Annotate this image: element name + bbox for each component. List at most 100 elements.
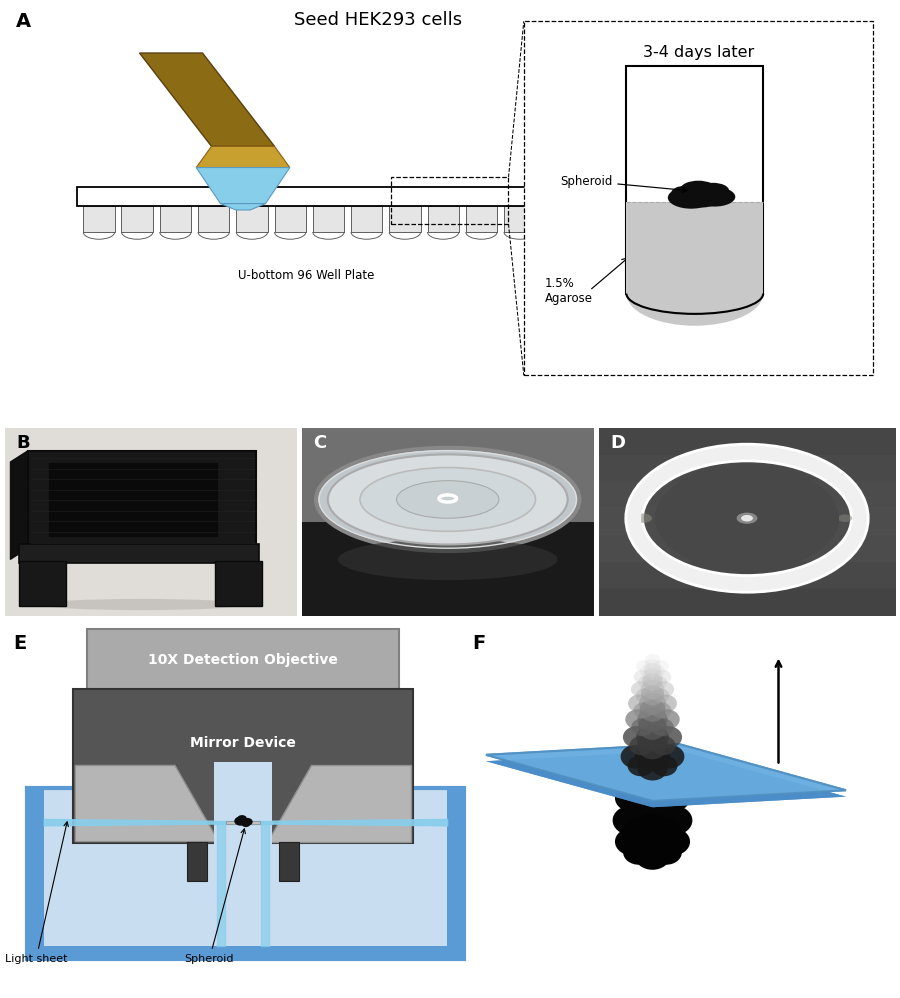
Bar — [87, 629, 399, 691]
Circle shape — [653, 660, 669, 673]
Polygon shape — [267, 765, 410, 841]
Text: 10X Detection Objective: 10X Detection Objective — [148, 653, 338, 667]
Bar — [226, 820, 260, 823]
Circle shape — [653, 670, 671, 684]
Circle shape — [688, 193, 718, 208]
Circle shape — [643, 673, 662, 690]
Ellipse shape — [338, 539, 557, 580]
Circle shape — [627, 755, 654, 776]
Circle shape — [630, 803, 675, 838]
Text: Spheroid: Spheroid — [184, 829, 246, 964]
Bar — [280, 841, 299, 880]
Text: 1.5%
Agarose: 1.5% Agarose — [544, 276, 592, 304]
Polygon shape — [220, 204, 266, 210]
Circle shape — [641, 680, 664, 699]
Circle shape — [234, 816, 247, 825]
Circle shape — [621, 745, 651, 768]
Bar — [215, 561, 262, 607]
Circle shape — [615, 827, 651, 855]
Ellipse shape — [736, 513, 758, 524]
Bar — [598, 480, 896, 509]
Circle shape — [634, 743, 670, 770]
Bar — [598, 454, 896, 482]
Text: Mirror Device: Mirror Device — [190, 737, 296, 750]
Circle shape — [636, 725, 669, 750]
Circle shape — [652, 666, 665, 677]
Polygon shape — [196, 147, 290, 168]
Circle shape — [654, 827, 690, 855]
Text: A: A — [16, 12, 32, 31]
Circle shape — [644, 659, 662, 674]
Circle shape — [628, 695, 652, 713]
Circle shape — [680, 181, 716, 198]
Circle shape — [636, 778, 669, 803]
Circle shape — [632, 825, 673, 858]
Text: Seed HEK293 cells: Seed HEK293 cells — [294, 11, 462, 29]
Circle shape — [654, 765, 687, 790]
Circle shape — [626, 710, 651, 730]
Ellipse shape — [40, 599, 245, 610]
Circle shape — [694, 187, 735, 207]
Circle shape — [640, 699, 665, 720]
Ellipse shape — [634, 514, 652, 523]
Circle shape — [651, 818, 682, 843]
Circle shape — [242, 818, 253, 825]
Circle shape — [652, 689, 670, 703]
Circle shape — [651, 736, 676, 755]
Circle shape — [621, 795, 654, 822]
Circle shape — [654, 805, 692, 835]
Bar — [214, 761, 272, 850]
Bar — [27, 946, 464, 958]
Bar — [389, 206, 420, 232]
Circle shape — [651, 795, 684, 822]
Circle shape — [613, 805, 651, 835]
Ellipse shape — [741, 515, 753, 522]
Bar — [524, 21, 873, 375]
Circle shape — [651, 818, 684, 845]
Circle shape — [654, 745, 684, 768]
Circle shape — [651, 776, 679, 798]
Circle shape — [653, 695, 677, 713]
Ellipse shape — [316, 448, 580, 551]
Circle shape — [652, 676, 667, 689]
Bar — [73, 690, 413, 843]
Polygon shape — [76, 765, 219, 841]
Circle shape — [623, 840, 654, 864]
Circle shape — [640, 720, 665, 740]
Circle shape — [621, 818, 654, 845]
Circle shape — [652, 703, 671, 719]
Bar — [27, 788, 44, 958]
Bar — [76, 187, 549, 206]
Bar — [428, 206, 459, 232]
Circle shape — [636, 752, 669, 777]
Bar — [49, 462, 218, 537]
Circle shape — [644, 667, 661, 679]
Circle shape — [632, 781, 673, 814]
Bar — [236, 206, 267, 232]
Circle shape — [643, 690, 662, 706]
Bar — [598, 534, 896, 562]
Wedge shape — [626, 293, 763, 325]
Bar — [312, 206, 344, 232]
Circle shape — [644, 677, 662, 691]
Circle shape — [642, 669, 663, 685]
Bar — [392, 178, 508, 224]
Circle shape — [634, 813, 670, 841]
Circle shape — [654, 710, 680, 730]
Polygon shape — [486, 750, 846, 807]
Circle shape — [651, 796, 682, 821]
Circle shape — [636, 660, 652, 673]
Bar — [626, 66, 763, 293]
Bar — [19, 545, 259, 563]
Text: F: F — [472, 635, 486, 654]
Circle shape — [671, 186, 700, 200]
Circle shape — [631, 682, 652, 698]
Circle shape — [626, 757, 654, 779]
Circle shape — [634, 790, 671, 820]
Circle shape — [637, 756, 668, 780]
Circle shape — [623, 775, 654, 799]
Ellipse shape — [360, 467, 536, 531]
Circle shape — [651, 840, 682, 864]
Bar — [187, 841, 207, 880]
Circle shape — [638, 738, 667, 759]
